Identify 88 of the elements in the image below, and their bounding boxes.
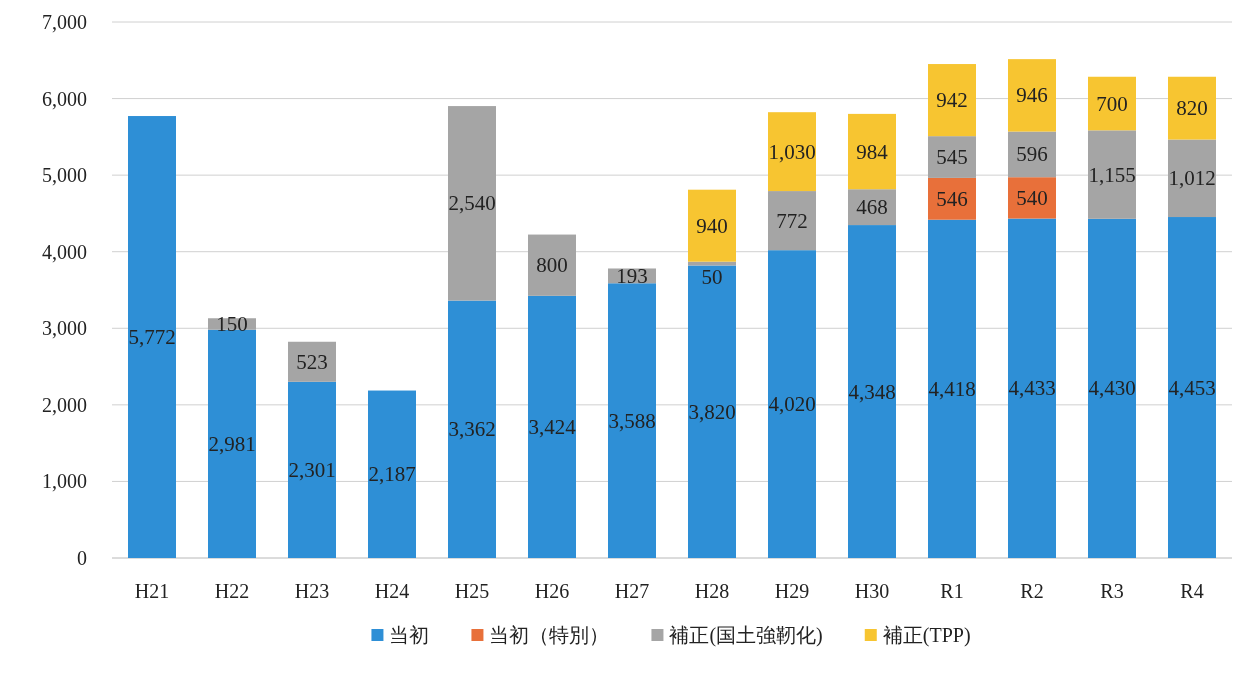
data-label: 4,348 <box>848 379 896 404</box>
data-label: 2,301 <box>288 457 336 482</box>
bar <box>848 113 896 190</box>
y-tick-label: 1,000 <box>42 470 87 493</box>
data-label: 3,424 <box>528 414 577 439</box>
data-label: 946 <box>1016 83 1048 108</box>
x-tick-label: R4 <box>1180 580 1204 602</box>
bar <box>928 219 976 558</box>
data-label: 984 <box>856 139 889 164</box>
data-label: 2,540 <box>448 191 496 216</box>
bar <box>1168 217 1216 558</box>
data-label: 468 <box>856 195 888 220</box>
data-label: 1,030 <box>768 139 816 164</box>
bar <box>208 329 256 558</box>
x-tick-label: H23 <box>294 580 330 602</box>
data-label: 50 <box>701 265 723 290</box>
bar <box>1088 76 1136 131</box>
bar <box>688 265 736 558</box>
bar <box>608 283 656 558</box>
data-label: 820 <box>1176 96 1208 121</box>
bar <box>368 390 416 558</box>
bar <box>1008 177 1056 219</box>
bar <box>1088 130 1136 219</box>
bar <box>528 295 576 558</box>
x-tick-label: H24 <box>374 580 410 602</box>
data-label: 3,362 <box>448 417 496 442</box>
x-tick-label: H21 <box>134 580 170 602</box>
bar <box>448 300 496 558</box>
bar <box>1008 59 1056 132</box>
bar <box>1168 76 1216 140</box>
x-tick-label: H25 <box>454 580 490 602</box>
y-tick-label: 4,000 <box>42 240 87 263</box>
y-tick-label: 3,000 <box>42 317 87 340</box>
data-label: 545 <box>936 145 968 170</box>
legend-label: 当初（特別） <box>489 624 610 646</box>
y-tick-label: 0 <box>77 547 87 569</box>
x-tick-label: H27 <box>614 580 650 602</box>
data-label: 4,430 <box>1088 376 1136 401</box>
bar <box>768 191 816 251</box>
data-label: 3,820 <box>688 399 736 424</box>
bar <box>288 381 336 558</box>
x-tick-label: H30 <box>854 580 890 602</box>
x-tick-label: R2 <box>1020 580 1044 602</box>
data-label: 5,772 <box>128 325 176 350</box>
bar <box>848 225 896 558</box>
y-tick-label: 6,000 <box>42 87 87 110</box>
bar <box>528 234 576 296</box>
x-tick-label: H22 <box>214 580 250 602</box>
data-label: 942 <box>936 88 968 113</box>
bar <box>128 116 176 558</box>
data-label: 2,981 <box>208 431 256 456</box>
bar <box>688 189 736 262</box>
x-tick-label: R3 <box>1100 580 1124 602</box>
y-tick-label: 7,000 <box>42 11 87 33</box>
data-label: 150 <box>216 312 248 336</box>
data-label: 4,020 <box>768 392 816 417</box>
data-label: 2,187 <box>368 462 416 487</box>
legend-label: 補正(TPP) <box>882 624 971 647</box>
bar <box>1008 218 1056 558</box>
data-label: 4,433 <box>1008 376 1056 401</box>
data-label: 523 <box>296 349 328 374</box>
y-tick-label: 5,000 <box>42 164 87 187</box>
x-tick-label: H29 <box>774 580 810 602</box>
data-label: 3,588 <box>608 408 656 433</box>
data-label: 700 <box>1096 91 1128 116</box>
data-label: 546 <box>936 186 968 211</box>
data-label: 1,155 <box>1088 162 1136 187</box>
data-label: 193 <box>616 263 648 288</box>
data-label: 772 <box>776 208 808 233</box>
data-label: 596 <box>1016 142 1048 167</box>
legend-label: 補正(国土強靭化) <box>669 624 823 647</box>
legend-label: 当初 <box>389 624 430 646</box>
data-label: 940 <box>696 213 728 238</box>
data-label: 4,453 <box>1168 375 1216 400</box>
bar <box>1168 139 1216 218</box>
x-tick-label: R1 <box>940 580 964 602</box>
data-label: 1,012 <box>1168 166 1216 191</box>
data-label: 4,418 <box>928 376 976 401</box>
x-tick-label: H28 <box>694 580 730 602</box>
bar <box>768 112 816 192</box>
bar <box>768 250 816 558</box>
x-tick-label: H26 <box>534 580 570 602</box>
bar <box>928 64 976 137</box>
data-label: 540 <box>1016 185 1048 210</box>
y-tick-label: 2,000 <box>42 393 87 416</box>
bar <box>1088 218 1136 558</box>
data-label: 800 <box>536 253 568 278</box>
bar <box>448 106 496 301</box>
